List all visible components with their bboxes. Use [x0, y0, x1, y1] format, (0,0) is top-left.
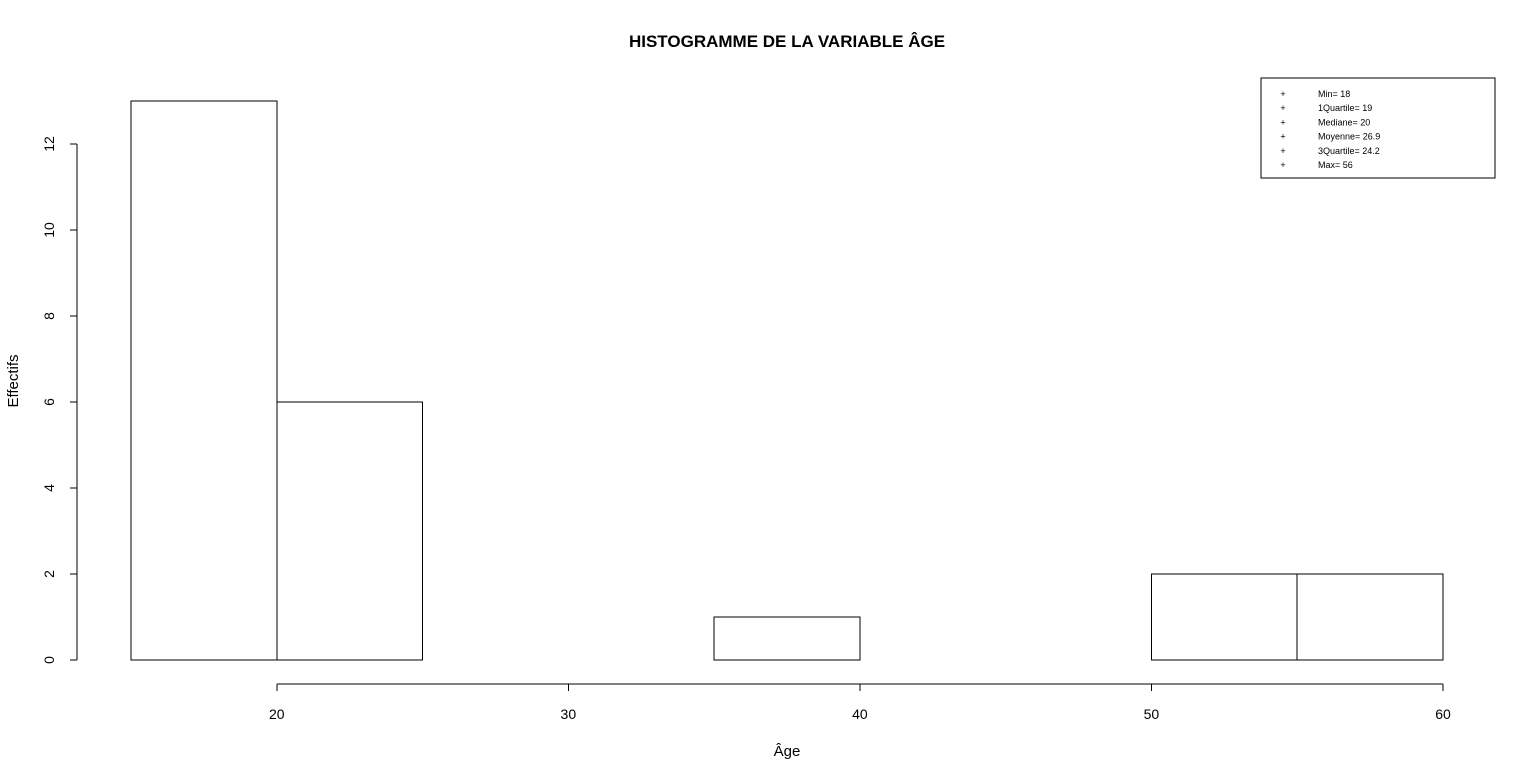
y-tick-label: 4	[41, 484, 57, 492]
y-tick-label: 8	[41, 312, 57, 320]
legend-entry: Moyenne= 26.9	[1318, 132, 1380, 142]
legend-plus-icon: +	[1280, 103, 1285, 113]
x-axis-label: Âge	[774, 743, 801, 760]
y-axis-label: Effectifs	[5, 354, 22, 407]
legend: + Min= 18 + 1Quartile= 19 + Mediane= 20 + Moyen…	[1260, 77, 1496, 179]
y-tick-label: 0	[41, 656, 57, 664]
histogram-bar-0	[130, 100, 278, 661]
x-tick-label: 40	[852, 706, 868, 722]
bars-group	[130, 100, 1444, 661]
chart-title: HISTOGRAMME DE LA VARIABLE ÂGE	[629, 32, 945, 51]
legend-entry: 1Quartile= 19	[1318, 103, 1372, 113]
legend-plus-icon: +	[1280, 89, 1285, 99]
legend-plus-icon: +	[1280, 117, 1285, 127]
legend-plus-icon: +	[1280, 132, 1285, 142]
legend-box	[1260, 77, 1496, 179]
y-tick-label: 6	[41, 398, 57, 406]
legend-entry: Min= 18	[1318, 89, 1350, 99]
legend-plus-icon: +	[1280, 160, 1285, 170]
x-tick-label: 50	[1144, 706, 1160, 722]
x-axis: 20 30 40 50 60	[269, 683, 1451, 722]
x-tick-label: 20	[269, 706, 285, 722]
y-tick-label: 10	[41, 222, 57, 238]
histogram-bar-4	[713, 616, 861, 661]
legend-plus-icon: +	[1280, 146, 1285, 156]
x-tick-label: 30	[561, 706, 577, 722]
legend-entry: Max= 56	[1318, 160, 1353, 170]
histogram-bar-7	[1150, 573, 1298, 661]
y-tick-label: 2	[41, 570, 57, 578]
y-tick-label: 12	[41, 136, 57, 152]
histogram-bar-8	[1296, 573, 1444, 661]
legend-entry: Mediane= 20	[1318, 117, 1370, 127]
y-axis: 0 2 4 6 8 10 12	[41, 136, 78, 664]
histogram-bar-1	[276, 401, 424, 661]
legend-entry: 3Quartile= 24.2	[1318, 146, 1380, 156]
x-tick-label: 60	[1435, 706, 1451, 722]
